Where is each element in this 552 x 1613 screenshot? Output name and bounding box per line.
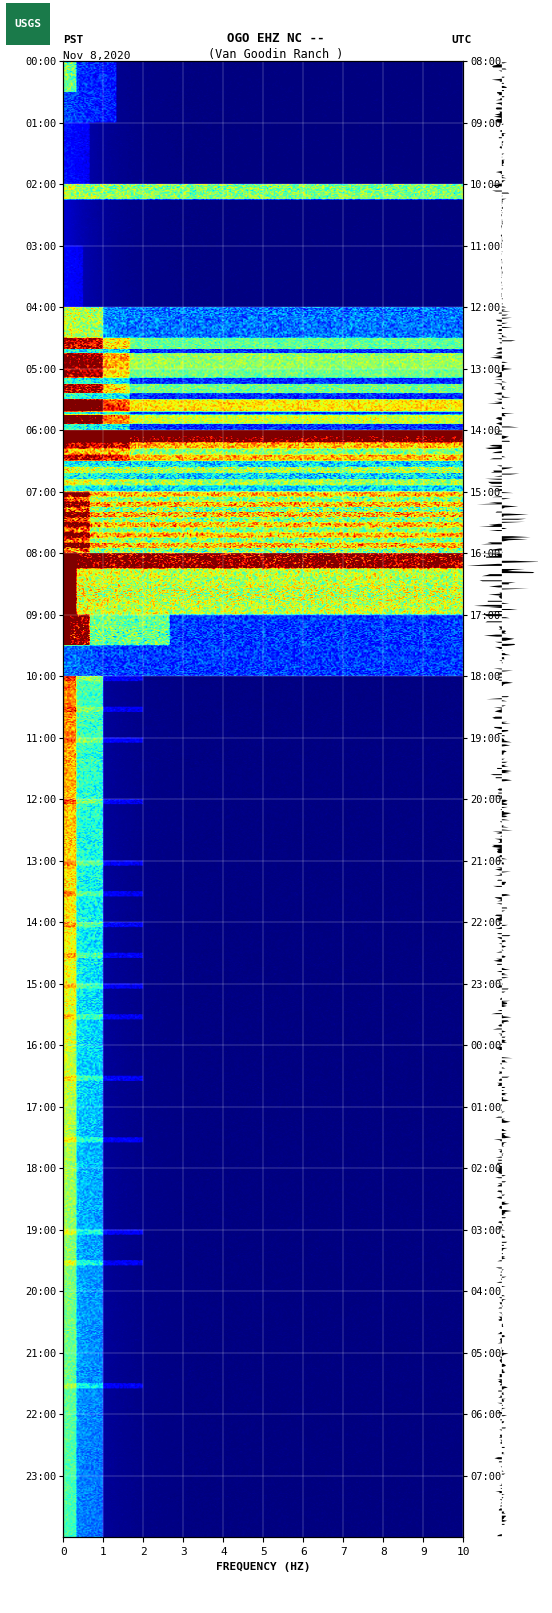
Text: USGS: USGS xyxy=(14,19,41,29)
Text: Nov 8,2020: Nov 8,2020 xyxy=(63,52,131,61)
Text: (Van Goodin Ranch ): (Van Goodin Ranch ) xyxy=(208,48,344,61)
Text: OGO EHZ NC --: OGO EHZ NC -- xyxy=(227,32,325,45)
X-axis label: FREQUENCY (HZ): FREQUENCY (HZ) xyxy=(216,1563,311,1573)
Text: PST: PST xyxy=(63,35,84,45)
Text: UTC: UTC xyxy=(452,35,472,45)
